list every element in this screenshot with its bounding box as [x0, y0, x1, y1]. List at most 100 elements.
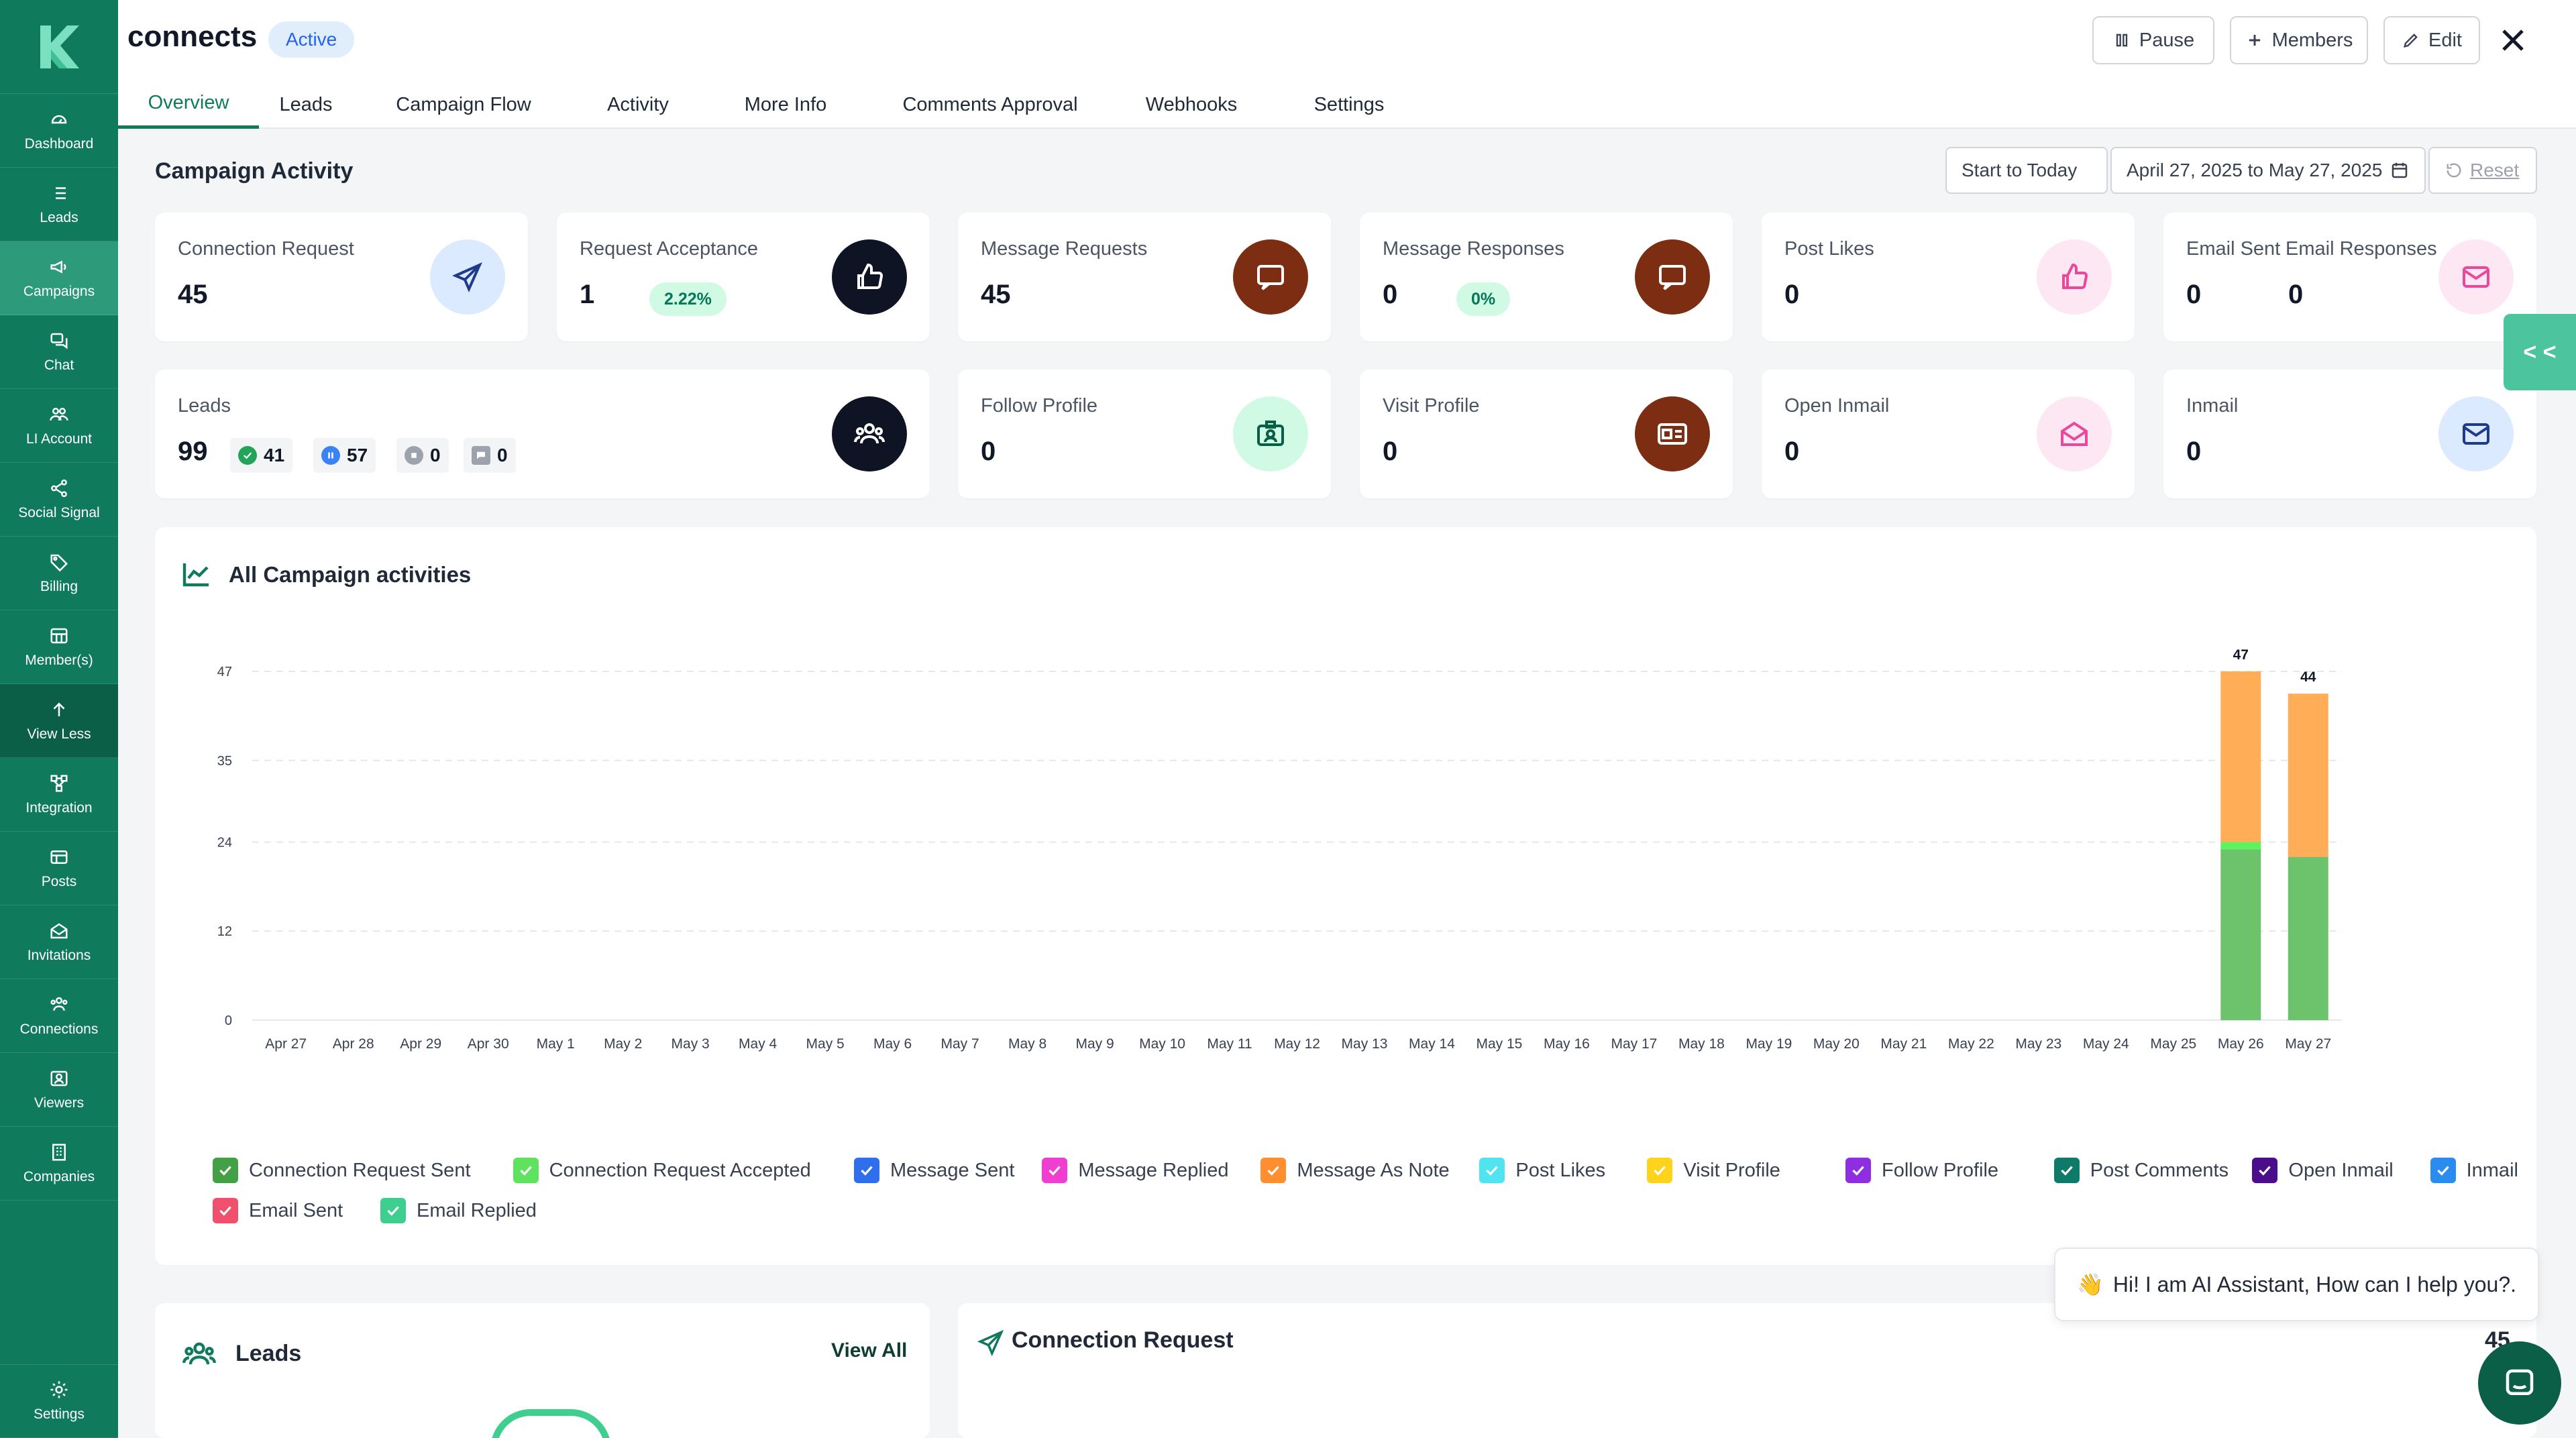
- legend-item[interactable]: Post Comments: [2053, 1158, 2229, 1183]
- legend-label: Connection Request Sent: [249, 1159, 471, 1181]
- sidebar-item-chat[interactable]: Chat: [0, 315, 118, 389]
- reset-button[interactable]: Reset: [2428, 147, 2537, 194]
- card-value: 99: [178, 437, 208, 466]
- sidebar-item-viewers[interactable]: Viewers: [0, 1053, 118, 1127]
- legend-item[interactable]: Email Replied: [380, 1198, 537, 1223]
- legend-label: Connection Request Accepted: [549, 1159, 811, 1181]
- sidebar-item-label: Social Signal: [18, 504, 100, 520]
- sidebar-item-leads[interactable]: Leads: [0, 168, 118, 241]
- x-tick-label: Apr 27: [265, 1036, 307, 1052]
- sidebar-item-label: Integration: [25, 799, 93, 816]
- card-label: Message Requests: [981, 238, 1148, 260]
- edit-button[interactable]: Edit: [2383, 16, 2480, 64]
- tab-more-info[interactable]: More Info: [744, 93, 827, 115]
- legend-item[interactable]: Visit Profile: [1647, 1158, 1780, 1183]
- card-value: 0: [2186, 437, 2202, 466]
- users-icon: [832, 396, 907, 472]
- reset-icon: [2447, 163, 2461, 178]
- calendar-icon: [2392, 162, 2408, 178]
- thumbs-up-icon: [832, 239, 907, 315]
- response-rate-badge: 0%: [1456, 282, 1511, 316]
- sidebar-item-campaigns[interactable]: Campaigns: [0, 241, 118, 315]
- send-icon: [430, 239, 505, 315]
- legend-item[interactable]: Post Likes: [1479, 1158, 1605, 1183]
- pause-circle-icon: [321, 446, 340, 465]
- legend-label: Email Replied: [417, 1199, 537, 1221]
- invitations-icon: [49, 921, 69, 941]
- tab-leads[interactable]: Leads: [279, 93, 333, 115]
- legend-item[interactable]: Inmail: [2430, 1158, 2518, 1183]
- sidebar-item-companies[interactable]: Companies: [0, 1127, 118, 1201]
- legend-item[interactable]: Message Replied: [1042, 1158, 1228, 1183]
- brand-logo[interactable]: [0, 0, 118, 94]
- card-open-inmail: Open Inmail 0: [1762, 370, 2135, 498]
- share-icon: [49, 478, 69, 498]
- sidebar-item-invitations[interactable]: Invitations: [0, 905, 118, 979]
- email-responses-value: 0: [2288, 280, 2304, 309]
- card-label: Leads: [178, 395, 231, 417]
- legend-label: Follow Profile: [1882, 1159, 1999, 1181]
- sidebar: Dashboard Leads Campaigns Chat LI Account Soc…: [0, 0, 118, 1438]
- check-circle-icon: [238, 446, 257, 465]
- sidebar-item-li-account[interactable]: LI Account: [0, 389, 118, 463]
- checkbox-icon: [1845, 1158, 1871, 1183]
- legend-label: Inmail: [2466, 1159, 2518, 1181]
- sidebar-item-social-signal[interactable]: Social Signal: [0, 463, 118, 537]
- tab-settings[interactable]: Settings: [1313, 93, 1385, 115]
- sidebar-item-member-s[interactable]: Member(s): [0, 610, 118, 684]
- legend-label: Message Replied: [1078, 1159, 1229, 1181]
- card-email: Email Sent Email Responses 0 0: [2163, 213, 2536, 341]
- tab-comments-approval[interactable]: Comments Approval: [902, 93, 1078, 115]
- status-badge: Active: [268, 21, 355, 58]
- tab-campaign-flow[interactable]: Campaign Flow: [396, 93, 531, 115]
- start-to-today-button[interactable]: Start to Today: [1945, 147, 2108, 194]
- legend-label: Post Likes: [1515, 1159, 1606, 1181]
- sidebar-item-view-less[interactable]: View Less: [0, 684, 118, 758]
- x-tick-label: May 12: [1274, 1036, 1320, 1052]
- card-value: 0: [1784, 437, 1800, 466]
- tab-activity[interactable]: Activity: [607, 93, 669, 115]
- sidebar-item-billing[interactable]: Billing: [0, 537, 118, 610]
- members-button[interactable]: Members: [2230, 16, 2368, 64]
- sidebar-item-dashboard[interactable]: Dashboard: [0, 94, 118, 168]
- card-value: 0: [1383, 280, 1398, 309]
- card-label: Open Inmail: [1784, 395, 1890, 417]
- card-message-requests: Message Requests 45: [958, 213, 1331, 341]
- sidebar-item-integration[interactable]: Integration: [0, 758, 118, 832]
- card-label-email-responses: Email Responses: [2286, 238, 2437, 260]
- id-card-icon: [1635, 396, 1710, 472]
- activity-bar-chart: 0 12 24 35 47 Apr 27 Apr 28 Apr 29 Apr 30 May 1 Ma…: [217, 647, 2342, 1052]
- date-range-picker[interactable]: April 27, 2025 to May 27, 2025: [2110, 147, 2426, 194]
- legend-item[interactable]: Connection Request Sent: [213, 1158, 471, 1183]
- sidebar-item-label: Settings: [34, 1406, 85, 1422]
- bar-segment: [2288, 856, 2328, 1020]
- viewers-icon: [49, 1068, 69, 1089]
- assistant-message: Hi! I am AI Assistant, How can I help yo…: [2112, 1272, 2517, 1296]
- collapse-panel-button[interactable]: < <: [2504, 314, 2576, 390]
- legend-item[interactable]: Connection Request Accepted: [513, 1158, 811, 1183]
- legend-item[interactable]: Open Inmail: [2252, 1158, 2394, 1183]
- tab-webhooks[interactable]: Webhooks: [1145, 93, 1238, 115]
- checkbox-icon: [854, 1158, 879, 1183]
- tab-overview[interactable]: Overview: [118, 80, 259, 129]
- checkbox-icon: [213, 1158, 238, 1183]
- x-tick-label: May 21: [1880, 1036, 1927, 1052]
- sidebar-item-posts[interactable]: Posts: [0, 832, 118, 905]
- sidebar-item-settings[interactable]: Settings: [0, 1364, 118, 1438]
- leads-paused-count: 57: [347, 445, 368, 465]
- legend-item[interactable]: Message As Note: [1260, 1158, 1450, 1183]
- reset-label: Reset: [2470, 160, 2520, 180]
- legend-item[interactable]: Follow Profile: [1845, 1158, 1998, 1183]
- checkbox-icon: [1647, 1158, 1673, 1183]
- ai-assistant-bubble[interactable]: 👋 Hi! I am AI Assistant, How can I help …: [2054, 1248, 2539, 1321]
- pause-button[interactable]: Pause: [2092, 16, 2214, 64]
- x-tick-label: May 13: [1342, 1036, 1388, 1052]
- legend-item[interactable]: Message Sent: [854, 1158, 1014, 1183]
- chat-launcher-button[interactable]: [2478, 1341, 2561, 1425]
- view-all-link[interactable]: View All: [831, 1339, 908, 1362]
- close-icon[interactable]: [2497, 24, 2529, 56]
- card-label: Post Likes: [1784, 238, 1874, 260]
- sidebar-item-connections[interactable]: Connections: [0, 979, 118, 1053]
- legend-item[interactable]: Email Sent: [213, 1198, 343, 1223]
- x-tick-label: May 16: [1544, 1036, 1590, 1052]
